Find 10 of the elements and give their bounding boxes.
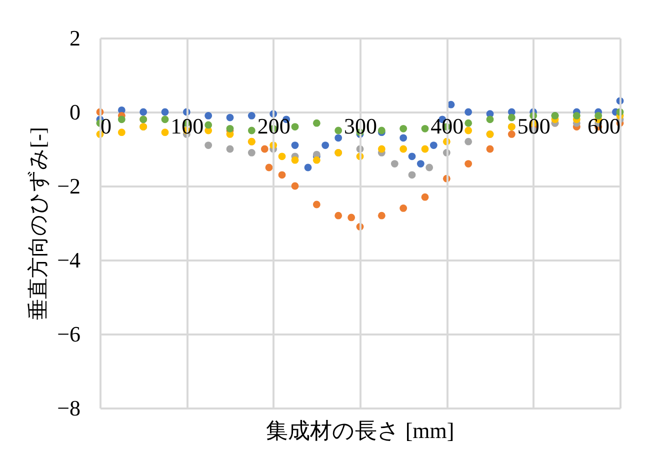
x-tick-label: 0: [100, 114, 112, 138]
y-axis-title: 垂直方向のひずみ[-]: [26, 127, 50, 320]
y-tick-label: −6: [57, 322, 80, 346]
y-tick-label: −2: [57, 174, 80, 198]
x-tick-label: 600: [588, 114, 620, 138]
x-axis-title: 集成材の長さ [mm]: [266, 418, 454, 443]
x-tick-label: 400: [430, 114, 464, 138]
y-tick-label: −4: [57, 248, 80, 272]
y-tick-label: 2: [70, 26, 80, 50]
y-tick-label: −8: [57, 396, 80, 420]
